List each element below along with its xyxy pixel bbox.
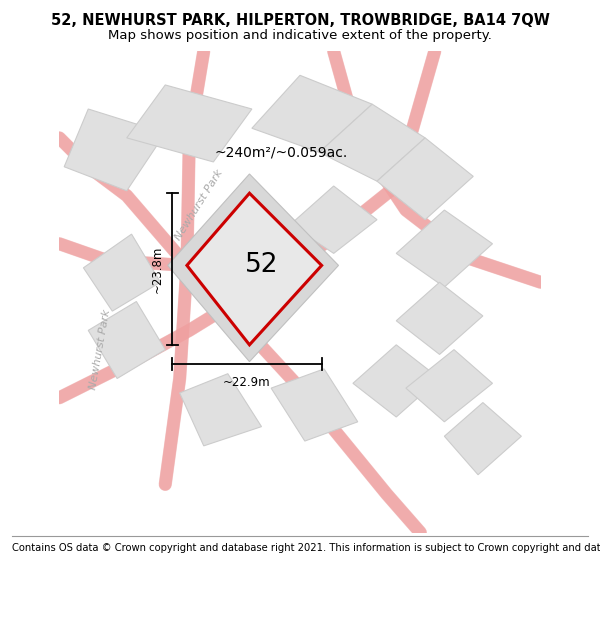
Polygon shape — [353, 345, 440, 417]
Polygon shape — [64, 109, 165, 191]
Text: ~22.9m: ~22.9m — [223, 376, 271, 389]
Text: Newhurst Park: Newhurst Park — [173, 168, 225, 242]
Text: Newhurst Park: Newhurst Park — [88, 309, 112, 391]
Polygon shape — [396, 282, 483, 354]
Text: Map shows position and indicative extent of the property.: Map shows position and indicative extent… — [108, 29, 492, 42]
Text: 52: 52 — [245, 253, 278, 278]
Polygon shape — [179, 374, 262, 446]
Polygon shape — [271, 369, 358, 441]
Polygon shape — [396, 210, 493, 287]
Polygon shape — [406, 349, 493, 422]
Text: 52, NEWHURST PARK, HILPERTON, TROWBRIDGE, BA14 7QW: 52, NEWHURST PARK, HILPERTON, TROWBRIDGE… — [50, 12, 550, 28]
Polygon shape — [83, 234, 160, 311]
Polygon shape — [319, 104, 425, 181]
Polygon shape — [290, 186, 377, 253]
Text: ~23.8m: ~23.8m — [151, 246, 164, 292]
Polygon shape — [187, 193, 322, 345]
Polygon shape — [252, 75, 372, 152]
Text: Contains OS data © Crown copyright and database right 2021. This information is : Contains OS data © Crown copyright and d… — [12, 542, 600, 552]
Polygon shape — [88, 301, 165, 379]
Polygon shape — [127, 85, 252, 162]
Polygon shape — [377, 138, 473, 219]
Polygon shape — [445, 402, 521, 475]
Polygon shape — [167, 174, 338, 362]
Text: ~240m²/~0.059ac.: ~240m²/~0.059ac. — [214, 146, 347, 159]
